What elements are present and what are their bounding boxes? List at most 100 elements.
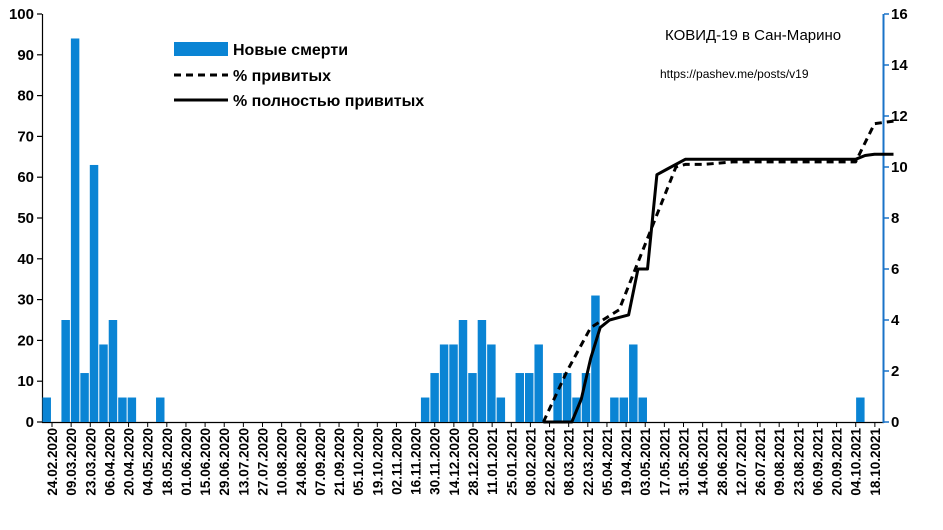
x-tick-label: 08.02.2021 (523, 428, 538, 496)
right-tick-label: 16 (891, 6, 908, 23)
x-tick-label: 31.05.2021 (677, 428, 692, 496)
x-tick-label: 03.05.2021 (638, 428, 653, 496)
x-tick-label: 09.03.2020 (64, 428, 79, 496)
x-tick-label: 18.10.2021 (868, 428, 883, 496)
x-tick-label: 19.04.2021 (619, 428, 634, 496)
right-tick-label: 10 (891, 159, 908, 176)
left-axis-ticks: 0 10 20 30 40 50 60 70 80 90 100 (9, 6, 42, 431)
left-tick-label: 50 (17, 210, 34, 227)
death-bar (524, 373, 534, 422)
death-bar (638, 397, 647, 422)
right-tick-label: 0 (891, 414, 899, 431)
x-tick-label: 14.12.2020 (447, 428, 462, 496)
death-bar (477, 320, 487, 422)
chart-source-url: https://pashev.me/posts/v19 (660, 67, 809, 81)
line-series (542, 119, 894, 424)
left-tick-label: 40 (17, 251, 34, 268)
x-tick-label: 13.07.2020 (236, 428, 251, 496)
x-tick-label: 26.07.2021 (753, 428, 768, 496)
x-tick-label: 07.09.2020 (313, 428, 328, 496)
legend: Новые смерти % привитых % полностью прив… (138, 34, 488, 112)
legend-swatch-bars (174, 42, 228, 56)
x-tick-label: 04.10.2021 (849, 428, 864, 496)
x-tick-label: 25.01.2021 (504, 428, 519, 496)
x-tick-label: 22.02.2021 (543, 428, 558, 496)
death-bar (449, 344, 458, 422)
death-bar (458, 320, 468, 422)
left-tick-label: 0 (26, 414, 34, 431)
x-tick-label: 24.02.2020 (45, 428, 60, 496)
death-bar (515, 373, 524, 422)
death-bar (156, 397, 165, 422)
death-bar (89, 164, 99, 422)
death-bar (553, 373, 562, 422)
x-tick-label: 28.06.2021 (715, 428, 730, 496)
death-bar (562, 373, 572, 422)
legend-label-fully-vaccinated: % полностью привитых (233, 93, 424, 110)
death-bar (99, 344, 108, 422)
left-tick-label: 30 (17, 292, 34, 309)
left-tick-label: 60 (17, 169, 34, 186)
x-tick-label: 21.09.2020 (332, 428, 347, 496)
vaccinated-line (542, 119, 894, 423)
chart-title: КОВИД-19 в Сан-Марино (665, 27, 841, 44)
death-bar (629, 344, 638, 422)
right-tick-label: 8 (891, 210, 899, 227)
x-tick-label: 17.05.2021 (657, 428, 672, 496)
death-bar (80, 373, 89, 422)
death-bar (61, 320, 70, 422)
x-tick-label: 12.07.2021 (734, 428, 749, 496)
x-tick-label: 16.11.2020 (409, 428, 424, 495)
x-tick-label: 20.04.2020 (122, 428, 137, 496)
left-tick-label: 100 (9, 6, 34, 23)
death-bar (468, 373, 477, 422)
right-axis-ticks: 0 2 4 6 8 10 12 14 16 (884, 6, 908, 431)
right-tick-label: 4 (891, 312, 900, 329)
death-bar (420, 397, 430, 422)
x-tick-label: 19.10.2020 (370, 428, 385, 496)
x-tick-label: 11.01.2021 (485, 428, 500, 495)
x-tick-label: 30.11.2020 (428, 428, 443, 495)
death-bar (439, 344, 449, 422)
x-tick-label: 14.06.2021 (696, 428, 711, 496)
x-tick-label: 10.08.2020 (275, 428, 290, 496)
right-tick-label: 14 (891, 57, 908, 74)
left-tick-label: 90 (17, 47, 34, 64)
x-tick-label: 27.07.2020 (256, 428, 271, 496)
death-bar (118, 397, 127, 422)
x-tick-label: 06.04.2020 (102, 428, 117, 496)
death-bar (534, 344, 543, 422)
left-tick-label: 20 (17, 332, 34, 349)
legend-label-vaccinated: % привитых (233, 68, 331, 85)
x-axis-ticks: 24.02.2020 09.03.2020 23.03.2020 06.04.2020… (45, 422, 883, 496)
right-tick-label: 2 (891, 363, 899, 380)
x-tick-label: 05.04.2021 (600, 428, 615, 496)
legend-label-bars: Новые смерти (233, 42, 348, 59)
death-bar (70, 38, 80, 422)
x-tick-label: 23.08.2021 (791, 428, 806, 496)
x-tick-label: 29.06.2020 (217, 428, 232, 496)
left-tick-label: 10 (17, 373, 34, 390)
x-tick-label: 15.06.2020 (198, 428, 213, 496)
left-tick-label: 70 (17, 128, 34, 145)
x-tick-label: 23.03.2020 (83, 428, 98, 496)
right-tick-label: 6 (891, 261, 899, 278)
death-bar (610, 397, 619, 422)
death-bar (487, 344, 496, 422)
death-bar (581, 373, 591, 422)
death-bar (619, 397, 629, 422)
x-tick-label: 02.11.2020 (389, 428, 404, 495)
death-bar (42, 397, 51, 422)
x-tick-label: 28.12.2020 (466, 428, 481, 496)
x-tick-label: 09.08.2021 (772, 428, 787, 496)
x-tick-label: 24.08.2020 (294, 428, 309, 496)
x-tick-label: 04.05.2020 (141, 428, 156, 496)
x-tick-label: 05.10.2020 (351, 428, 366, 496)
death-bar (856, 397, 865, 422)
death-bar (591, 295, 600, 422)
x-tick-label: 01.06.2020 (179, 428, 194, 496)
left-tick-label: 80 (17, 88, 34, 105)
death-bar (108, 320, 118, 422)
bar-series (42, 38, 865, 422)
